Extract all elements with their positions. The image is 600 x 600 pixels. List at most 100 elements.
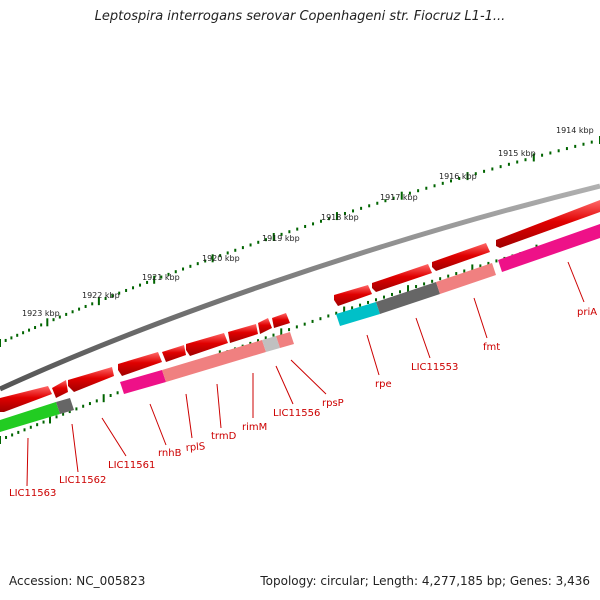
major-tick (466, 172, 469, 181)
minor-tick (249, 341, 252, 345)
minor-tick (441, 181, 444, 185)
minor-tick (249, 243, 252, 247)
gene-label[interactable]: trmD (211, 431, 237, 442)
minor-tick (479, 264, 482, 268)
minor-tick (42, 420, 45, 424)
major-tick (407, 285, 410, 294)
minor-tick (189, 264, 192, 268)
minor-tick (499, 165, 502, 169)
minor-tick (590, 140, 593, 144)
minor-tick (351, 306, 354, 310)
cds-arrow (228, 324, 258, 343)
minor-tick (474, 172, 477, 176)
genome-info-label: Topology: circular; Length: 4,277,185 bp… (260, 574, 590, 588)
minor-tick (425, 186, 428, 190)
minor-tick (296, 227, 299, 231)
minor-tick (167, 272, 170, 276)
minor-tick (118, 291, 121, 295)
cds-arrow (68, 367, 114, 392)
major-tick (400, 191, 403, 200)
minor-tick (574, 144, 577, 148)
gene-label[interactable]: LIC11553 (411, 362, 458, 373)
minor-tick (367, 300, 370, 304)
gene-label[interactable]: LIC11561 (108, 460, 155, 471)
leader-line (185, 393, 193, 439)
minor-tick (433, 184, 436, 188)
leader-line (366, 334, 380, 376)
leader-line (101, 417, 127, 457)
minor-tick (132, 286, 135, 290)
scale-label: 1918 kbp (321, 213, 359, 222)
minor-tick (29, 425, 32, 429)
scale-label: 1917 kbp (380, 193, 418, 202)
gene-label[interactable]: rpsP (322, 398, 344, 409)
cog-segment (276, 332, 294, 348)
cds-arrow (162, 345, 186, 362)
cog-track (0, 224, 600, 432)
scale-label: 1915 kbp (498, 149, 536, 158)
minor-tick (524, 158, 527, 162)
gene-label[interactable]: LIC11562 (59, 475, 106, 486)
scale-label: 1923 kbp (22, 309, 60, 318)
minor-tick (327, 314, 330, 318)
gene-label[interactable]: LIC11556 (273, 408, 320, 419)
gene-label[interactable]: rnhB (158, 448, 182, 459)
gene-leader-lines (26, 261, 585, 487)
minor-tick (383, 295, 386, 299)
minor-tick (5, 435, 8, 439)
genome-backbone (0, 183, 600, 392)
minor-tick (431, 279, 434, 283)
major-tick (97, 297, 100, 306)
minor-tick (116, 391, 119, 395)
minor-tick (88, 402, 91, 406)
minor-tick (55, 415, 58, 419)
minor-tick (272, 333, 275, 337)
minor-tick (491, 167, 494, 171)
gene-label[interactable]: rimM (242, 422, 267, 433)
gene-label[interactable]: rpe (375, 379, 392, 390)
minor-tick (447, 274, 450, 278)
gene-label[interactable]: priA (577, 307, 597, 318)
accession-label: Accession: NC_005823 (9, 574, 146, 588)
gene-labels: LIC11563 LIC11562 LIC11561 rnhB rplS trm… (9, 307, 597, 499)
minor-tick (91, 302, 94, 306)
cog-segment (376, 282, 440, 314)
major-tick (0, 436, 1, 444)
gene-label[interactable]: LIC11563 (9, 488, 56, 499)
cds-arrow (372, 264, 432, 292)
cog-segment (0, 402, 60, 432)
cog-segment (56, 398, 74, 414)
major-tick (272, 233, 275, 241)
minor-tick (58, 315, 61, 319)
cds-arrow (432, 243, 490, 271)
major-tick (335, 212, 338, 221)
major-tick (471, 264, 474, 273)
minor-tick (392, 196, 395, 200)
minor-tick (384, 199, 387, 203)
major-tick (0, 339, 1, 347)
minor-tick (139, 283, 142, 287)
cog-segment (262, 336, 280, 352)
minor-tick (146, 280, 149, 284)
minor-tick (288, 230, 291, 234)
minor-tick (352, 209, 355, 213)
minor-tick (22, 331, 25, 335)
scale-label: 1914 kbp (556, 126, 594, 135)
minor-tick (311, 319, 314, 323)
scale-label: 1916 kbp (439, 172, 477, 181)
minor-tick (288, 328, 291, 332)
minor-tick (541, 153, 544, 157)
major-tick (46, 318, 49, 327)
leader-line (71, 423, 79, 473)
gene-label[interactable]: rplS (185, 441, 205, 454)
minor-tick (415, 285, 418, 289)
minor-tick (280, 232, 283, 236)
major-tick (49, 415, 52, 424)
gene-label[interactable]: fmt (483, 342, 500, 353)
minor-tick (391, 292, 394, 296)
major-tick (211, 254, 214, 263)
minor-tick (463, 269, 466, 273)
leader-line (473, 297, 488, 339)
minor-tick (241, 246, 244, 250)
cog-segment (120, 370, 166, 394)
